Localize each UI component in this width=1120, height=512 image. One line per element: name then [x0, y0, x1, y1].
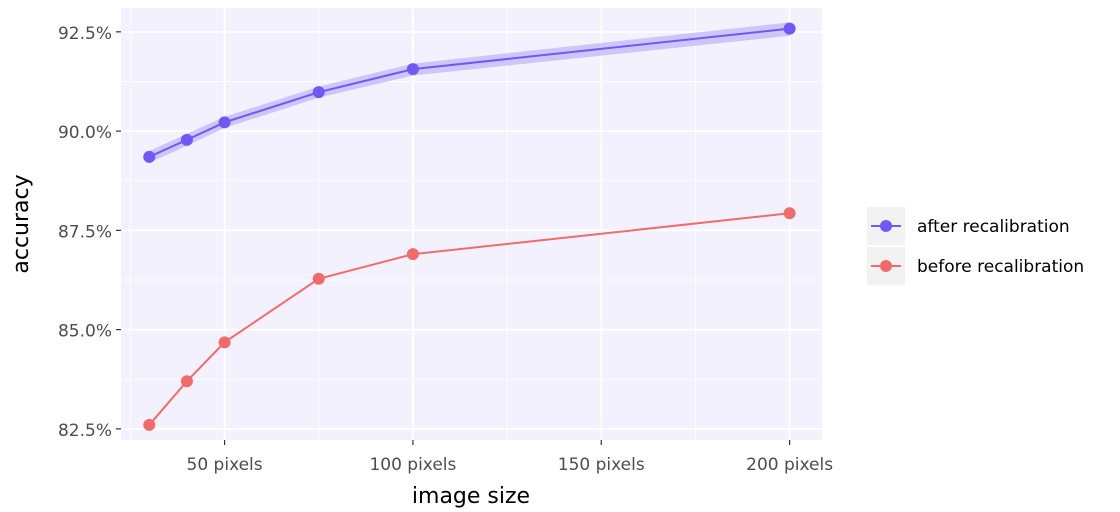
- x-tick-label: 50 pixels: [187, 455, 263, 475]
- y-tick-label: 92.5%: [58, 24, 112, 44]
- series-lines: [148, 27, 790, 426]
- y-tick-label: 85.0%: [58, 322, 112, 342]
- data-point: [143, 150, 156, 163]
- series-line: [148, 27, 790, 158]
- legend-key-point: [880, 260, 892, 272]
- data-point: [218, 116, 231, 129]
- y-tick-label: 87.5%: [58, 222, 112, 242]
- x-tick-label: 200 pixels: [746, 455, 833, 475]
- plot-panel: [121, 8, 822, 440]
- legend-label: before recalibration: [917, 257, 1084, 277]
- data-point: [312, 86, 325, 99]
- y-tick-label: 90.0%: [58, 123, 112, 143]
- data-point: [180, 375, 193, 388]
- series-points: [143, 22, 796, 431]
- data-point: [180, 133, 193, 146]
- data-point: [143, 418, 156, 431]
- x-tick-label: 100 pixels: [369, 455, 456, 475]
- y-tick-label: 82.5%: [58, 421, 112, 441]
- data-point: [218, 336, 231, 349]
- data-point: [406, 63, 419, 76]
- x-axis: 50 pixels 100 pixels 150 pixels 200 pixels: [187, 440, 833, 475]
- y-axis-title: accuracy: [9, 174, 34, 273]
- legend-label: after recalibration: [917, 217, 1070, 237]
- legend: after recalibration before recalibration: [867, 207, 1084, 285]
- data-point: [783, 207, 796, 220]
- data-point: [312, 272, 325, 285]
- data-point: [783, 22, 796, 35]
- x-axis-title: image size: [412, 484, 530, 508]
- series-line: [148, 212, 790, 426]
- data-point: [406, 248, 419, 261]
- x-tick-label: 150 pixels: [558, 455, 645, 475]
- y-axis: 82.5% 85.0% 87.5% 90.0% 92.5%: [58, 24, 121, 441]
- legend-key-point: [880, 220, 892, 232]
